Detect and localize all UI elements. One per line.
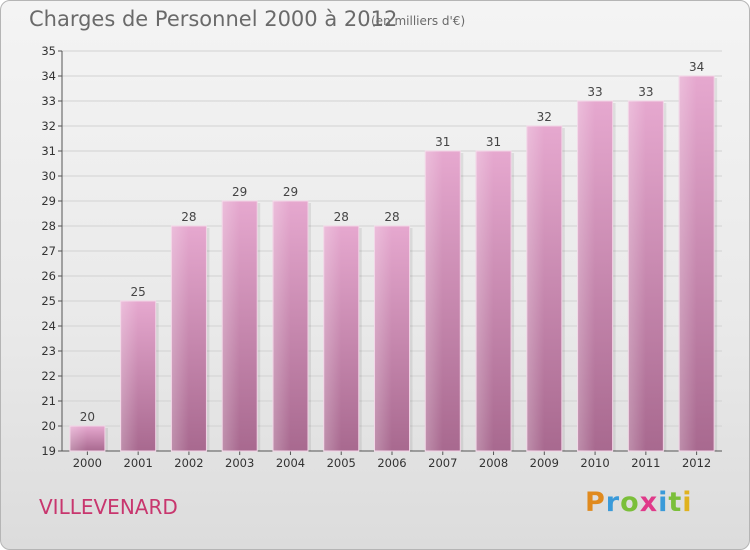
logo-letter: t	[668, 487, 683, 518]
value-label: 28	[181, 210, 196, 224]
bar-highlight	[171, 226, 189, 451]
x-tick-label: 2004	[276, 456, 305, 470]
y-tick-label: 27	[41, 244, 56, 258]
value-label: 25	[131, 285, 146, 299]
bar-highlight	[425, 151, 443, 451]
x-tick-label: 2009	[530, 456, 559, 470]
bar-highlight	[120, 301, 139, 451]
y-tick-label: 21	[41, 394, 56, 408]
x-tick-label: 2000	[73, 456, 102, 470]
bars	[69, 75, 718, 452]
y-tick-label: 26	[41, 269, 56, 283]
bar-highlight	[222, 201, 240, 451]
bar-highlight	[526, 126, 545, 451]
y-tick-labels: 19 20 21 22 23 24 25 26 27 28 29 30 31 32 33 34 35	[41, 44, 56, 458]
x-tick-label: 2006	[377, 456, 406, 470]
x-tick-labels: 2000 2001 2002 2003 2004 2005 2006 2007 2008 2009…	[73, 456, 712, 470]
value-label: 28	[334, 210, 349, 224]
x-tick-label: 2003	[225, 456, 254, 470]
chart-subtitle: (en milliers d'€)	[371, 14, 466, 28]
x-tick-label: 2007	[428, 456, 457, 470]
logo-letter: r	[605, 487, 621, 518]
logo-letter: i	[658, 487, 669, 518]
x-tick-label: 2010	[580, 456, 609, 470]
logo-letter: i	[682, 487, 693, 518]
bar-highlight	[628, 101, 646, 451]
value-label: 29	[283, 185, 298, 199]
value-labels: 20 25 28 29 29 28 28 31 31 32 33 33 34	[80, 60, 705, 424]
x-tick-label: 2005	[327, 456, 356, 470]
y-tick-label: 19	[41, 444, 56, 458]
y-tick-label: 31	[41, 144, 56, 158]
value-label: 31	[435, 135, 450, 149]
logo-letter: o	[620, 487, 640, 518]
value-label: 33	[638, 85, 653, 99]
value-label: 28	[384, 210, 399, 224]
bar-highlight	[323, 226, 342, 451]
y-tick-label: 25	[41, 294, 56, 308]
value-label: 31	[486, 135, 501, 149]
y-tick-label: 35	[41, 44, 56, 58]
value-label: 33	[587, 85, 602, 99]
value-label: 20	[80, 410, 95, 424]
y-tick-label: 23	[41, 344, 56, 358]
logo-letter: x	[639, 487, 659, 518]
bar-highlight	[577, 101, 596, 451]
y-tick-label: 33	[41, 94, 56, 108]
y-tick-label: 20	[41, 419, 56, 433]
y-tick-label: 34	[41, 69, 56, 83]
bar-highlight	[69, 426, 88, 451]
y-tick-label: 30	[41, 169, 56, 183]
chart-title: Charges de Personnel 2000 à 2012	[29, 7, 398, 31]
bar-highlight	[476, 151, 494, 451]
bar-highlight	[679, 76, 697, 451]
x-tick-label: 2008	[479, 456, 508, 470]
logo-letter: P	[585, 487, 606, 518]
x-tick-label: 2012	[682, 456, 711, 470]
commune-name: VILLEVENARD	[39, 495, 178, 519]
y-tick-label: 24	[41, 319, 56, 333]
value-label: 34	[689, 60, 704, 74]
y-tick-label: 22	[41, 369, 56, 383]
y-tick-label: 28	[41, 219, 56, 233]
bar-highlight	[374, 226, 392, 451]
x-tick-label: 2002	[174, 456, 203, 470]
proxiti-logo: Proxiti	[585, 487, 693, 518]
x-tick-label: 2001	[124, 456, 153, 470]
bar-highlight	[272, 201, 291, 451]
y-tick-label: 29	[41, 194, 56, 208]
value-label: 29	[232, 185, 247, 199]
x-tick-label: 2011	[631, 456, 660, 470]
y-tick-label: 32	[41, 119, 56, 133]
value-label: 32	[537, 110, 552, 124]
